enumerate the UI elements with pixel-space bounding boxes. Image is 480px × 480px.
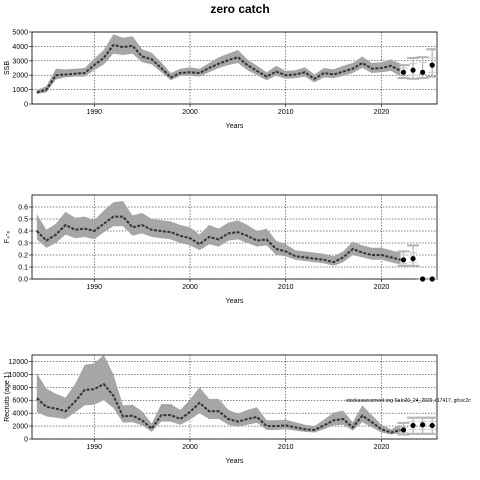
x-tick-label: 2000 [182,444,198,451]
x-tick-label: 1990 [86,444,102,451]
x-tick-label: 2000 [182,284,198,291]
confidence-band [36,355,401,435]
y-tick-label: 0.1 [18,265,28,272]
recruits-panel: 1990 2000 2010 2020 0 2000 4000 6000 8000 10000 12… [4,354,471,465]
x-tick-label: 2010 [278,444,294,451]
y-tick-label: 0.3 [18,241,28,248]
y-tick-label: 0.0 [18,277,28,284]
x-axis-label: Years [226,123,244,130]
y-tick-label: 4000 [12,44,28,51]
y-tick-label: 8000 [12,385,28,392]
x-tick-label: 2010 [278,109,294,116]
y-tick-label: 0.5 [18,217,28,224]
forecast-point [420,276,426,282]
y-tick-label: 2000 [12,424,28,431]
forecast-point [429,62,435,68]
x-axis-label: Years [226,458,244,465]
chart-title: zero catch [210,2,269,16]
median-line [36,382,401,434]
confidence-band [36,201,401,266]
forecast-point [420,69,426,75]
median-line [36,43,402,94]
y-tick-label: 3000 [12,58,28,65]
forecast-point [410,422,416,429]
forecast-point [410,67,416,73]
stamp-annotation: stockassessment.org SaIo20_24_2020, r174… [346,398,471,404]
y-tick-label: 0 [24,437,28,444]
y-tick-label: 5000 [12,30,28,37]
forecast-point [400,257,407,263]
x-tick-label: 1990 [86,109,102,116]
forecast-point [429,422,435,429]
y-tick-label: 6000 [12,398,28,405]
y-axis-label: SSB [4,61,11,75]
y-tick-label: 10000 [9,372,29,379]
forecast-point [400,427,407,433]
ssb-panel: 1990 2000 2010 2020 0 1000 2000 3000 4000 5000 Yea… [4,30,439,130]
x-tick-label: 2020 [374,109,390,116]
x-tick-label: 2010 [278,284,294,291]
forecast-point [410,256,416,262]
x-tick-label: 2020 [374,444,390,451]
y-tick-label: 4000 [12,411,28,418]
x-tick-label: 2000 [182,109,198,116]
y-tick-label: 12000 [9,359,29,366]
y-tick-label: 0.6 [18,205,28,212]
y-tick-label: 0.4 [18,229,28,236]
forecast-point [420,422,426,428]
y-tick-label: 2000 [12,73,28,80]
median-line [36,215,401,264]
x-tick-label: 2020 [374,284,390,291]
y-tick-label: 0.2 [18,253,28,260]
y-tick-label: 0 [24,102,28,109]
fishing-mortality-panel: 1990 2000 2010 2020 0.0 0.1 0.2 0.3 0.4 0.5 0.6 Yea… [4,194,439,305]
forecast-point [400,69,407,75]
y-axis-label: F₄-₈ [4,231,11,243]
forecast-point [429,276,435,282]
y-axis-label: Recruits (age 1) [4,372,11,422]
x-tick-label: 1990 [86,284,102,291]
x-axis-label: Years [226,298,244,305]
y-tick-label: 1000 [12,87,28,94]
